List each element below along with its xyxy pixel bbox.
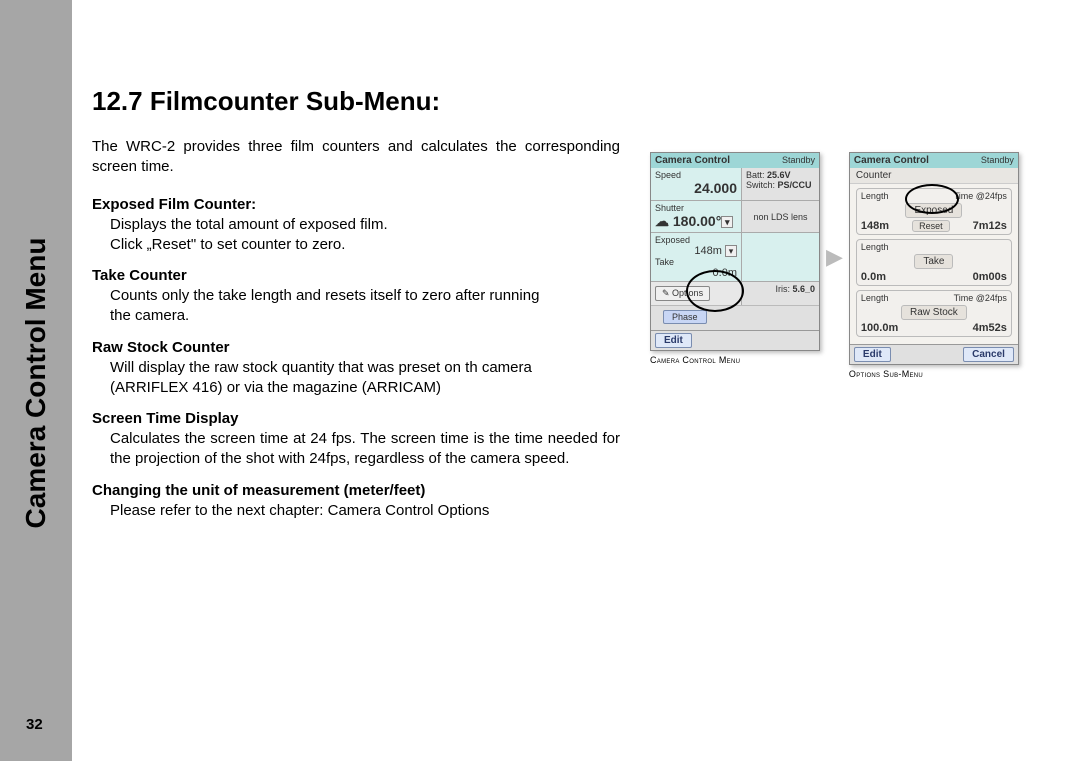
take-value: 0.0m (655, 267, 737, 279)
counter-sublabel: Counter (850, 168, 1018, 184)
dropdown-icon[interactable]: ▾ (725, 245, 737, 257)
device-screen-1: Camera Control Standby Speed 24.000 Batt… (650, 152, 820, 351)
take-tab[interactable]: Take (914, 254, 953, 269)
cancel-button[interactable]: Cancel (963, 347, 1014, 362)
exposed-value: 148m (694, 245, 722, 257)
switch-label: Switch: (746, 180, 775, 190)
length-label: Length (861, 191, 889, 201)
device-screen-2: Camera Control Standby Counter Length Ti… (849, 152, 1019, 365)
options-submenu-screenshot: Camera Control Standby Counter Length Ti… (849, 152, 1019, 379)
page-title: 12.7 Filmcounter Sub-Menu: (92, 86, 620, 117)
rawstock-tab[interactable]: Raw Stock (901, 305, 967, 320)
page-number: 32 (26, 716, 43, 733)
section-exposed: Exposed Film Counter: Displays the total… (92, 196, 620, 256)
iris-label: Iris: (775, 284, 790, 294)
section-body: Displays the total amount of exposed fil… (110, 215, 540, 256)
main-content: 12.7 Filmcounter Sub-Menu: The WRC-2 pro… (92, 86, 620, 531)
batt-label: Batt: (746, 170, 765, 180)
length-label: Length (861, 242, 889, 252)
lens-label: non LDS lens (753, 212, 807, 222)
intro-text: The WRC-2 provides three film counters a… (92, 137, 620, 178)
section-body: Calculates the screen time at 24 fps. Th… (110, 429, 620, 470)
section-head: Take Counter (92, 267, 620, 284)
take-label: Take (655, 257, 737, 267)
exposed-tab[interactable]: Exposed (905, 203, 962, 218)
phase-button[interactable]: Phase (663, 310, 707, 324)
options-button[interactable]: ✎ Options (655, 286, 710, 301)
camera-control-screenshot: Camera Control Standby Speed 24.000 Batt… (650, 152, 820, 365)
exposed-length: 148m (861, 220, 889, 232)
section-body: Will display the raw stock quantity that… (110, 358, 540, 399)
batt-value: 25.6V (767, 170, 791, 180)
speed-value: 24.000 (655, 180, 737, 196)
device-title: Camera Control (655, 155, 730, 166)
take-time: 0m00s (973, 271, 1007, 283)
device-header: Camera Control Standby (850, 153, 1018, 168)
screenshots-area: Camera Control Standby Speed 24.000 Batt… (650, 152, 1019, 379)
edit-button[interactable]: Edit (854, 347, 891, 362)
section-head: Changing the unit of measurement (meter/… (92, 482, 620, 499)
rawstock-length: 100.0m (861, 322, 898, 334)
take-length: 0.0m (861, 271, 886, 283)
device-status: Standby (782, 155, 815, 166)
section-screentime: Screen Time Display Calculates the scree… (92, 410, 620, 470)
iris-value: 5.6_0 (792, 284, 815, 294)
section-body: Counts only the take length and resets i… (110, 286, 540, 327)
device-status: Standby (981, 155, 1014, 166)
section-head: Raw Stock Counter (92, 339, 620, 356)
device-title: Camera Control (854, 155, 929, 166)
speed-label: Speed (655, 170, 737, 180)
sidebar: Camera Control Menu (0, 0, 72, 761)
time-label: Time @24fps (954, 191, 1007, 201)
switch-value: PS/CCU (778, 180, 812, 190)
exposed-time: 7m12s (973, 220, 1007, 232)
section-head: Screen Time Display (92, 410, 620, 427)
section-units: Changing the unit of measurement (meter/… (92, 482, 620, 521)
edit-button[interactable]: Edit (655, 333, 692, 348)
counter-row-rawstock: Length Time @24fps Raw Stock 100.0m 4m52… (856, 290, 1012, 337)
length-label: Length (861, 293, 889, 303)
dropdown-icon[interactable]: ▾ (721, 216, 733, 228)
screenshot-caption: Options Sub-Menu (849, 369, 1019, 379)
section-body: Please refer to the next chapter: Camera… (110, 501, 540, 521)
shutter-value: 180.00° (673, 213, 721, 229)
screenshot-caption: Camera Control Menu (650, 355, 820, 365)
arrow-icon: ▶ (826, 244, 843, 270)
reset-button[interactable]: Reset (912, 220, 950, 232)
counter-row-exposed: Length Time @24fps Exposed 148m Reset 7m… (856, 188, 1012, 235)
exposed-label: Exposed (655, 235, 737, 245)
section-head: Exposed Film Counter: (92, 196, 620, 213)
section-rawstock: Raw Stock Counter Will display the raw s… (92, 339, 620, 399)
time-label: Time @24fps (954, 293, 1007, 303)
device-header: Camera Control Standby (651, 153, 819, 168)
sidebar-title: Camera Control Menu (20, 238, 52, 529)
counter-row-take: Length Take 0.0m 0m00s (856, 239, 1012, 286)
section-take: Take Counter Counts only the take length… (92, 267, 620, 327)
shutter-label: Shutter (655, 203, 737, 213)
rawstock-time: 4m52s (973, 322, 1007, 334)
